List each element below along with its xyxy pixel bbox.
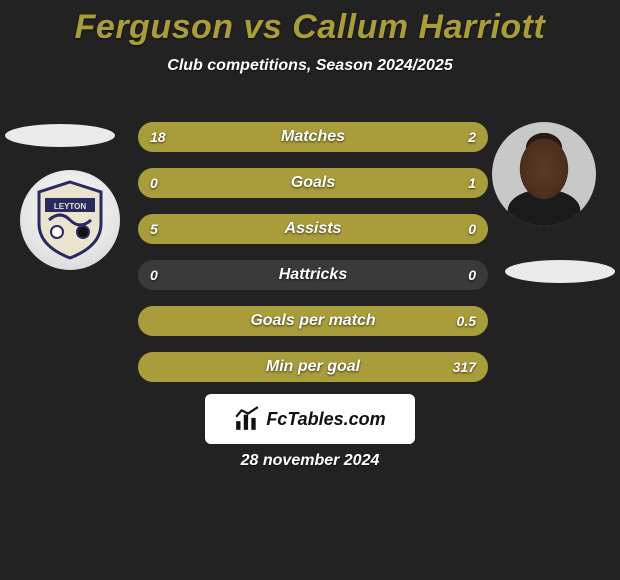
stats-bars: Matches182Goals01Assists50Hattricks00Goa…: [138, 122, 488, 398]
player-left-ellipse: [5, 124, 115, 147]
stat-value-right: 317: [441, 352, 488, 382]
stat-value-left: [138, 352, 162, 382]
stat-fill-right: [138, 168, 488, 198]
player-left-badge: LEYTON: [20, 170, 120, 270]
page-title: Ferguson vs Callum Harriott: [0, 0, 620, 47]
chart-icon: [234, 406, 260, 432]
stat-fill-right: [138, 352, 488, 382]
stat-row: Assists50: [138, 214, 488, 244]
stat-label: Hattricks: [138, 260, 488, 290]
avatar-placeholder-icon: [492, 122, 596, 226]
player-right-avatar: [492, 122, 596, 226]
player-right-ellipse: [505, 260, 615, 283]
stat-fill-left: [138, 214, 488, 244]
club-badge-icon: LEYTON: [35, 180, 105, 260]
stat-row: Min per goal317: [138, 352, 488, 382]
subtitle: Club competitions, Season 2024/2025: [0, 57, 620, 75]
stat-value-right: 0.5: [445, 306, 488, 336]
stat-row: Goals per match0.5: [138, 306, 488, 336]
stat-row: Goals01: [138, 168, 488, 198]
stat-value-left: 18: [138, 122, 178, 152]
stat-value-right: 1: [456, 168, 488, 198]
stat-fill-left: [138, 122, 453, 152]
date-text: 28 november 2024: [0, 452, 620, 470]
stat-value-right: 2: [456, 122, 488, 152]
stat-value-left: 5: [138, 214, 170, 244]
fctables-logo[interactable]: FcTables.com: [205, 394, 415, 444]
stat-value-left: [138, 306, 162, 336]
logo-text: FcTables.com: [266, 409, 385, 430]
stat-value-left: 0: [138, 168, 170, 198]
svg-text:LEYTON: LEYTON: [54, 202, 87, 211]
stat-value-right: 0: [456, 214, 488, 244]
stat-fill-right: [138, 306, 488, 336]
stat-value-left: 0: [138, 260, 170, 290]
stat-value-right: 0: [456, 260, 488, 290]
stat-row: Hattricks0 0: [138, 260, 488, 290]
stat-row: Matches182: [138, 122, 488, 152]
